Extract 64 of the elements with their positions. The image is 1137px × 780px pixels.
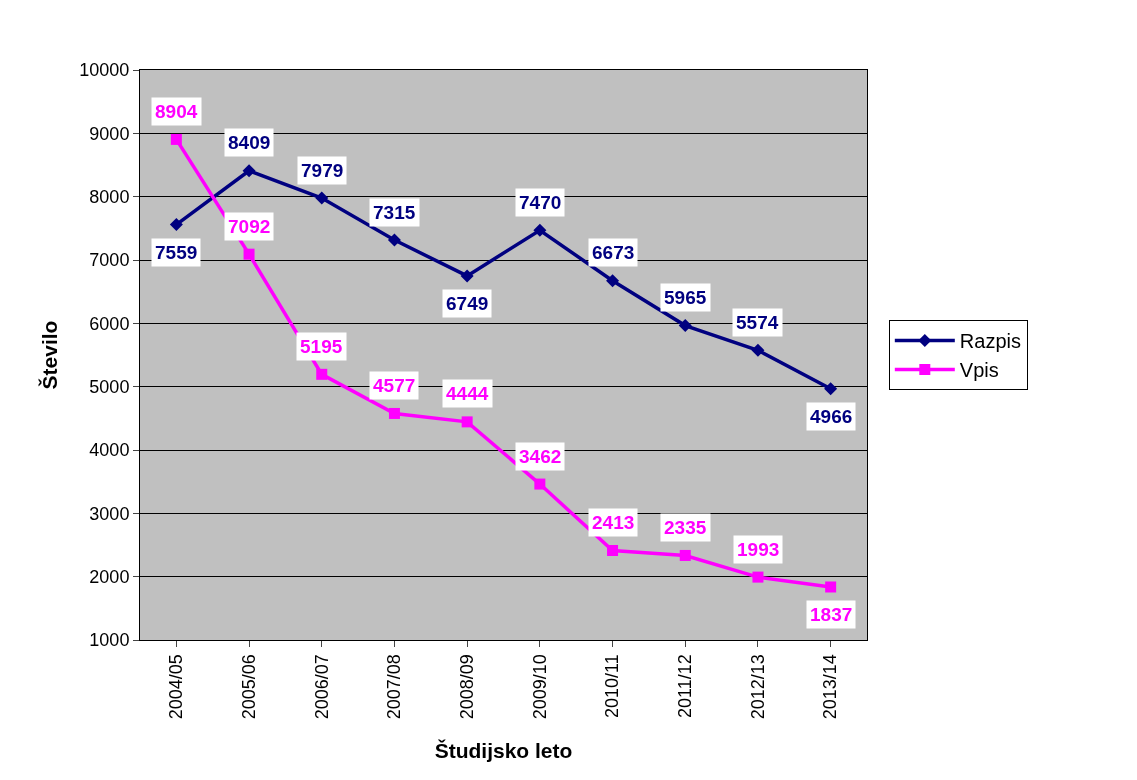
data-label: 2335 [664,517,707,538]
data-label: 4444 [446,383,489,404]
point [679,549,691,561]
y-tick-label: 5000 [89,376,130,397]
data-label: 4966 [810,406,853,427]
data-label: 5574 [736,312,779,333]
data-label: 1837 [810,604,853,625]
y-tick-label: 9000 [89,123,130,144]
data-label: 6749 [446,293,489,314]
data-label: 7315 [373,202,416,223]
data-label: 6673 [592,242,635,263]
data-label: 7092 [228,216,271,237]
point [824,382,838,396]
y-tick-label: 3000 [89,503,130,524]
data-label: 5965 [664,287,707,308]
y-tick-label: 8000 [89,186,130,207]
data-label: 5195 [300,336,343,357]
x-tick-label: 2012/13 [747,654,768,720]
x-tick-label: 2010/11 [602,654,623,718]
point [315,191,329,205]
point [243,248,255,260]
data-label: 8409 [228,132,271,153]
data-label: 7470 [519,192,562,213]
x-tick-label: 2011/12 [675,654,696,718]
point [607,545,619,557]
data-label: 2413 [592,512,635,533]
data-label: 7559 [155,242,198,263]
x-tick-label: 2007/08 [384,654,405,720]
x-tick-label: 2013/14 [820,654,841,720]
data-label: 4577 [373,375,416,396]
point [388,407,400,419]
x-tick-label: 2008/09 [457,654,477,720]
y-tick-label: 1000 [89,630,130,651]
legend-label: Vpis [959,359,999,382]
y-tick-label: 7000 [89,250,130,271]
point [316,368,328,380]
x-tick-label: 2005/06 [238,654,259,720]
x-tick-label: 2009/10 [529,654,550,720]
data-label: 1993 [737,539,780,560]
x-tick-label: 2006/07 [311,654,332,720]
point [606,274,620,288]
point [169,218,183,232]
point [242,164,256,178]
data-label: 8904 [155,101,198,122]
point [752,571,764,583]
y-tick-label: 6000 [89,313,130,334]
y-tick-label: 4000 [89,440,130,461]
point [534,478,546,490]
point [678,319,692,333]
x-tick-label: 2004/05 [166,654,187,720]
point [387,233,401,247]
point [825,581,837,593]
x-axis-title: Študijsko leto [434,739,573,763]
data-label: 7979 [301,160,344,181]
point [533,223,547,237]
data-label: 3462 [519,446,562,467]
point [751,343,765,357]
point [461,416,473,428]
y-axis-title: Število [38,320,62,390]
y-tick-label: 2000 [89,566,130,587]
point [460,269,474,283]
y-tick-label: 10000 [79,60,130,81]
point [170,133,182,145]
legend-label: Razpis [959,330,1021,353]
